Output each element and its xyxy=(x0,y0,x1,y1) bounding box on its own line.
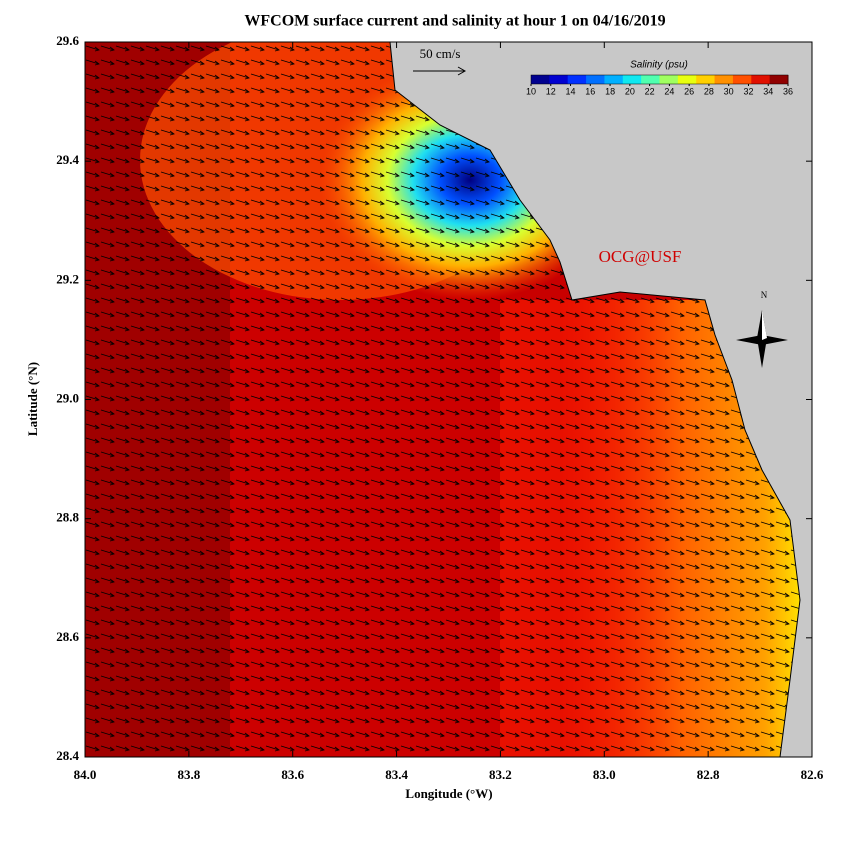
watermark: OCG@USF xyxy=(599,247,682,266)
x-tick-label: 82.8 xyxy=(697,767,720,782)
colorbar-swatch xyxy=(531,75,550,84)
colorbar-tick-label: 12 xyxy=(546,86,556,96)
colorbar-swatch xyxy=(659,75,679,84)
colorbar-swatch xyxy=(549,75,569,84)
colorbar-tick-label: 36 xyxy=(783,86,793,96)
colorbar: 10 12 14 16 18 20 22 24 26 28 30 32 34 36 xyxy=(526,74,793,96)
x-tick-label: 83.4 xyxy=(385,767,408,782)
colorbar-title: Salinity (psu) xyxy=(630,60,688,71)
colorbar-swatch xyxy=(586,75,605,84)
colorbar-tick-label: 22 xyxy=(645,86,655,96)
x-tick-label: 82.6 xyxy=(801,767,824,782)
compass xyxy=(736,310,788,368)
colorbar-swatch xyxy=(769,75,789,84)
salinity-field xyxy=(85,42,812,757)
y-tick-label: 29.6 xyxy=(56,33,79,48)
colorbar-tick-label: 14 xyxy=(566,86,576,96)
colorbar-tick-label: 26 xyxy=(684,86,694,96)
y-axis-label: Latitude (°N) xyxy=(25,362,40,436)
x-tick-label: 84.0 xyxy=(74,767,97,782)
colorbar-tick-label: 24 xyxy=(664,86,674,96)
x-tick-label: 83.2 xyxy=(489,767,512,782)
colorbar-tick-label: 16 xyxy=(585,86,595,96)
x-tick-label: 83.6 xyxy=(281,767,304,782)
x-tick-label: 83.0 xyxy=(593,767,616,782)
scale-arrow xyxy=(413,66,467,76)
y-tick-label: 28.4 xyxy=(56,748,79,763)
x-tick-label: 83.8 xyxy=(177,767,200,782)
colorbar-tick-label: 30 xyxy=(724,86,734,96)
y-tick-label: 29.2 xyxy=(56,271,79,286)
north-label: N xyxy=(761,290,768,300)
x-axis-label: Longitude (°W) xyxy=(405,786,492,801)
colorbar-swatch xyxy=(567,75,587,84)
colorbar-swatch xyxy=(641,75,660,84)
y-tick-label: 29.4 xyxy=(56,152,79,167)
colorbar-tick-label: 10 xyxy=(526,86,536,96)
colorbar-tick-label: 34 xyxy=(763,86,773,96)
colorbar-swatch xyxy=(714,75,734,84)
y-tick-label: 28.8 xyxy=(56,510,79,525)
colorbar-swatch xyxy=(622,75,642,84)
colorbar-tick-label: 20 xyxy=(625,86,635,96)
colorbar-swatch xyxy=(604,75,624,84)
colorbar-tick-label: 18 xyxy=(605,86,615,96)
colorbar-tick-label: 28 xyxy=(704,86,714,96)
title: WFCOM surface current and salinity at ho… xyxy=(244,13,665,30)
colorbar-tick-label: 32 xyxy=(743,86,753,96)
y-tick-label: 28.6 xyxy=(56,629,79,644)
colorbar-swatch xyxy=(677,75,697,84)
colorbar-frame xyxy=(530,74,789,85)
colorbar-swatch xyxy=(751,75,771,84)
colorbar-swatch xyxy=(732,75,752,84)
colorbar-swatch xyxy=(696,75,716,84)
scale-label: 50 cm/s xyxy=(420,46,461,61)
y-tick-label: 29.0 xyxy=(56,390,79,405)
